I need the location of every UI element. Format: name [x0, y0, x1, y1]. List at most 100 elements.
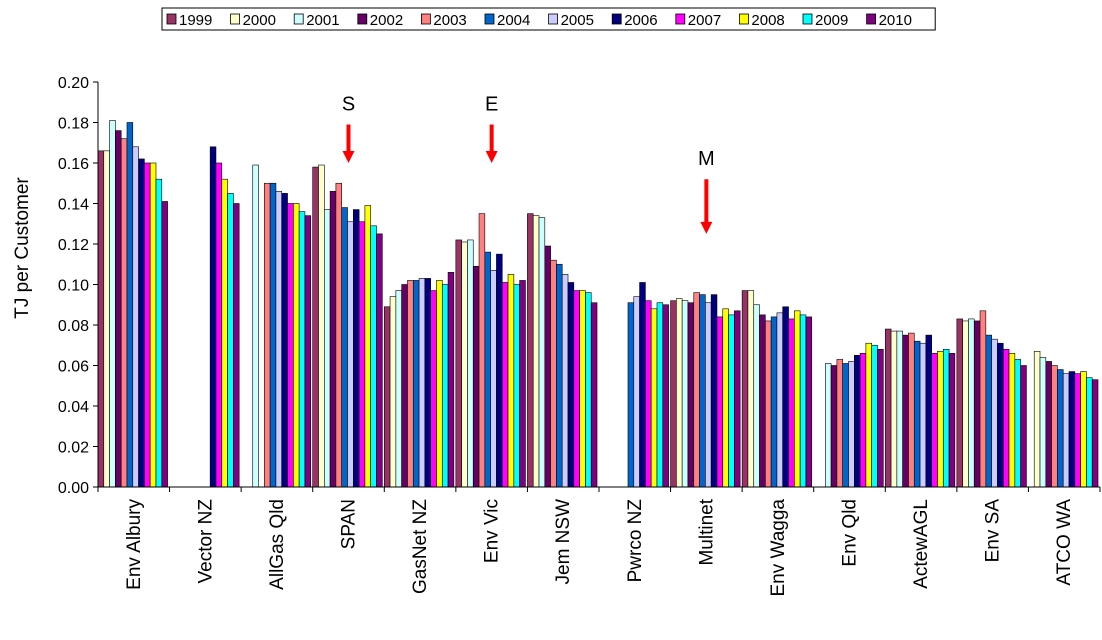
- category-label: Pwrco NZ: [625, 499, 646, 583]
- bar: [687, 302, 695, 488]
- category-label: Vector NZ: [195, 499, 216, 584]
- bar: [155, 178, 163, 488]
- legend-label: 2007: [688, 12, 721, 29]
- bar: [304, 215, 312, 488]
- bar: [997, 342, 1004, 488]
- bar: [383, 306, 391, 488]
- annotation-bands: [334, 84, 721, 176]
- bar: [925, 334, 932, 488]
- bar: [335, 182, 342, 488]
- bar: [794, 310, 801, 488]
- bar: [799, 314, 807, 488]
- bar: [848, 361, 855, 488]
- bar: [1062, 373, 1070, 488]
- bar: [323, 209, 331, 488]
- bar: [913, 340, 921, 488]
- y-tick-label: 0.08: [58, 318, 89, 335]
- annotation-label-bg: [692, 139, 721, 176]
- category-label: Env Qld: [840, 499, 861, 567]
- legend-swatch: [166, 13, 177, 25]
- bar: [890, 330, 898, 488]
- annotations: S E M: [342, 94, 715, 234]
- bar: [782, 306, 789, 488]
- bar: [948, 353, 956, 488]
- bar: [693, 292, 700, 488]
- bar: [896, 330, 903, 488]
- bar: [877, 348, 884, 488]
- bar: [770, 316, 778, 488]
- bar: [753, 304, 760, 488]
- annotation-arrow-head: [342, 151, 355, 163]
- bar: [132, 146, 139, 488]
- category-label: ActewAGL: [911, 499, 932, 589]
- bar: [538, 217, 546, 488]
- bar: [298, 211, 306, 488]
- y-tick-label: 0.12: [58, 237, 89, 254]
- legend-label: 2008: [751, 12, 784, 29]
- bar: [830, 365, 838, 488]
- legend-label: 2009: [815, 12, 848, 29]
- bar: [919, 342, 927, 488]
- bar: [573, 290, 580, 488]
- legend: 1999 2000 2001 2002 2003 2004 2005 2006 2007 2008…: [161, 7, 936, 31]
- bar: [776, 312, 784, 488]
- category-label: Env Wagga: [768, 499, 789, 597]
- legend-swatch: [357, 13, 368, 25]
- category-label: GasNet NZ: [410, 499, 431, 594]
- bar: [215, 162, 223, 488]
- bar: [544, 245, 551, 488]
- y-tick-label: 0.16: [58, 156, 89, 173]
- category-label: Env Vic: [482, 499, 503, 563]
- bar: [1080, 371, 1087, 488]
- bar: [1033, 351, 1041, 488]
- bar: [120, 138, 128, 488]
- bar: [836, 359, 844, 488]
- bar: [968, 318, 975, 488]
- bar: [412, 280, 420, 488]
- bar: [233, 203, 240, 488]
- bar: [824, 363, 832, 488]
- y-tick-label: 0.20: [58, 75, 89, 92]
- category-label: Env Albury: [124, 499, 145, 590]
- bar: [710, 294, 718, 488]
- bar: [1068, 371, 1076, 488]
- bar: [1091, 379, 1099, 488]
- bar: [1086, 377, 1093, 488]
- bar: [931, 353, 938, 488]
- y-tick-label: 0.02: [58, 440, 89, 457]
- bar: [264, 182, 271, 488]
- bar: [656, 302, 664, 488]
- bar: [902, 334, 909, 488]
- y-axis: 0.00 0.02 0.04 0.06 0.08 0.10 0.12 0.14 0.16 0.18…: [58, 75, 99, 497]
- bar: [269, 182, 277, 488]
- bar: [395, 290, 402, 488]
- bar: [513, 284, 520, 488]
- bar: [842, 363, 849, 488]
- bar: [103, 150, 110, 488]
- bar: [979, 310, 987, 488]
- bar: [109, 120, 116, 488]
- bar: [1074, 373, 1081, 488]
- bar: [908, 332, 915, 488]
- bar: [424, 278, 431, 488]
- bar: [633, 296, 640, 488]
- legend-swatch: [548, 13, 558, 25]
- annotation-arrow-head: [700, 221, 713, 234]
- bar: [1039, 357, 1047, 488]
- bar: [561, 274, 569, 488]
- bar: [227, 193, 234, 488]
- bar: [97, 150, 105, 488]
- bar: [341, 207, 348, 488]
- bar: [501, 282, 509, 488]
- legend-label: 1999: [179, 12, 212, 29]
- bar: [788, 318, 795, 488]
- bar: [455, 239, 462, 488]
- bar: [527, 213, 534, 488]
- bars: [97, 120, 1099, 488]
- legend-label: 2000: [243, 12, 276, 29]
- legend-label: 2006: [624, 12, 657, 29]
- bar: [364, 205, 371, 488]
- category-label: Env SA: [983, 499, 1004, 563]
- annotation-label-bg: [334, 84, 363, 121]
